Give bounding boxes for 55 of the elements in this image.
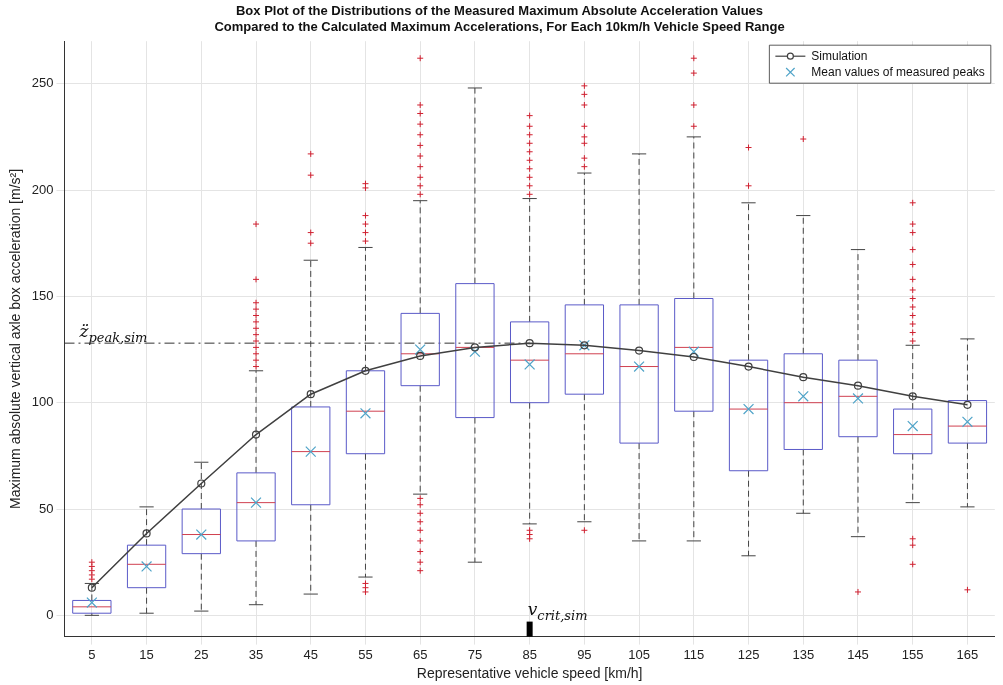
point bbox=[361, 366, 370, 375]
y-tick-label: 150 bbox=[31, 287, 54, 303]
legend-label: Mean values of measured peaks bbox=[811, 64, 985, 79]
point bbox=[852, 392, 864, 404]
chart-title: Box Plot of the Distributions of the Measured Maximum Absolute Acceleration Values Compared to the Calculated Maximum Accelerations, For Each 10km/h Vehicle Speed Range bbox=[214, 3, 785, 34]
point bbox=[742, 403, 755, 415]
point bbox=[306, 390, 315, 399]
x-tick-label: 85 bbox=[522, 646, 537, 662]
point bbox=[87, 583, 96, 592]
y-tick-label: 0 bbox=[46, 606, 54, 622]
point bbox=[525, 339, 534, 348]
point bbox=[416, 351, 425, 361]
x-axis-title: Representative vehicle speed [km/h] bbox=[416, 665, 643, 682]
y-tick-label: 50 bbox=[39, 500, 54, 516]
y-tick-label: 250 bbox=[31, 75, 54, 91]
y-axis-title: Maximum absolute vertical axle box acceleration [m/s²] bbox=[7, 168, 24, 509]
point bbox=[305, 446, 317, 458]
point bbox=[853, 381, 863, 390]
point bbox=[142, 529, 151, 538]
x-tick-label: 135 bbox=[792, 646, 815, 662]
x-tick-label: 75 bbox=[467, 646, 483, 662]
x-tick-label: 95 bbox=[577, 646, 592, 662]
x-tick-label: 145 bbox=[847, 646, 869, 662]
point bbox=[963, 400, 972, 409]
point bbox=[799, 373, 808, 382]
point bbox=[524, 358, 536, 370]
point bbox=[469, 346, 481, 358]
x-tick-label: 5 bbox=[88, 646, 96, 662]
x-tick-label: 115 bbox=[683, 646, 705, 662]
point bbox=[633, 360, 645, 373]
x-tick-label: 155 bbox=[901, 646, 924, 662]
point bbox=[414, 343, 426, 356]
x-tick-label: 165 bbox=[956, 646, 979, 662]
x-tick-label: 55 bbox=[358, 646, 373, 662]
point bbox=[470, 343, 480, 352]
x-tick-label: 25 bbox=[194, 646, 209, 662]
point bbox=[744, 362, 753, 371]
point bbox=[689, 352, 698, 362]
y-tick-label: 200 bbox=[31, 181, 54, 197]
legend-label: Simulation bbox=[811, 48, 868, 63]
x-tick-label: 125 bbox=[737, 646, 760, 662]
y-tick-label: 100 bbox=[31, 394, 54, 410]
point bbox=[797, 390, 809, 402]
point bbox=[359, 407, 372, 419]
x-tick-label: 45 bbox=[303, 646, 318, 662]
x-tick-label: 65 bbox=[412, 646, 428, 662]
point bbox=[197, 479, 206, 488]
point bbox=[250, 497, 262, 509]
point bbox=[251, 430, 261, 439]
point bbox=[634, 346, 644, 355]
x-tick-label: 35 bbox=[248, 646, 264, 662]
point bbox=[688, 346, 700, 358]
x-tick-label: 15 bbox=[139, 646, 154, 662]
x-tick-label: 105 bbox=[628, 646, 650, 662]
point bbox=[908, 392, 917, 401]
